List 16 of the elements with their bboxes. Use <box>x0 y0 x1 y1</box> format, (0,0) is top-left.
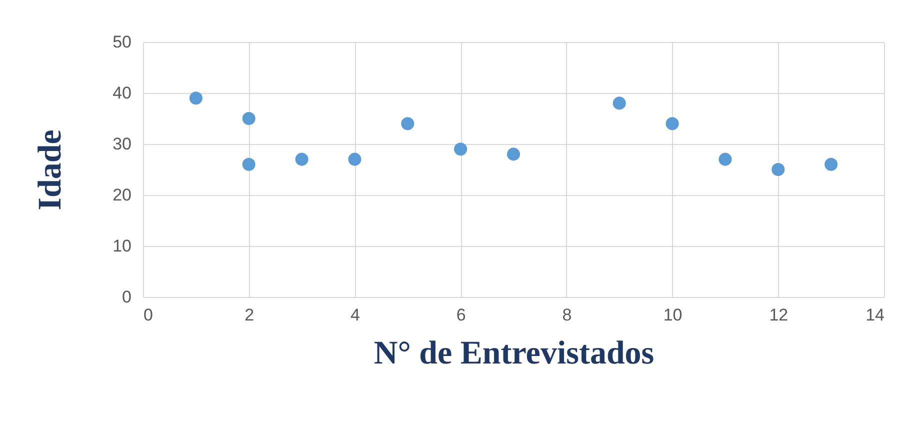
x-tick-label: 12 <box>769 306 788 324</box>
x-tick-label: 6 <box>456 306 466 324</box>
y-tick-label: 50 <box>112 32 132 52</box>
x-axis-title: N° de Entrevistados <box>374 336 654 372</box>
y-tick-label: 20 <box>112 186 132 204</box>
x-tick-label: 4 <box>350 306 360 324</box>
y-tick-label: 10 <box>112 236 132 256</box>
x-tick-label: 14 <box>866 306 884 324</box>
y-tick-label: 30 <box>112 134 132 154</box>
x-tick-label: 0 <box>144 306 153 324</box>
x-tick-label: 10 <box>663 306 682 324</box>
x-tick-label: 8 <box>562 306 572 324</box>
y-tick-label: 0 <box>122 288 132 306</box>
y-axis-title: Idade <box>32 130 69 210</box>
x-tick-label: 2 <box>244 306 254 324</box>
y-tick-label: 40 <box>112 84 132 102</box>
